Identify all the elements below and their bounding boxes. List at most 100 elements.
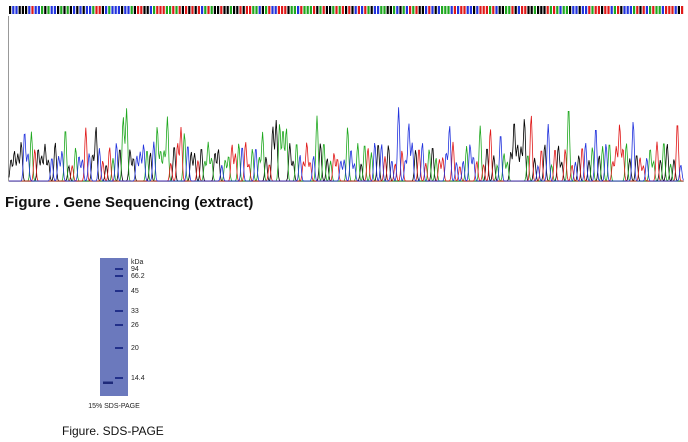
base-letter xyxy=(293,6,296,14)
base-letter xyxy=(325,6,328,14)
base-letter xyxy=(527,6,530,14)
base-letter xyxy=(425,6,428,14)
base-letter xyxy=(69,6,72,14)
base-letter xyxy=(300,6,303,14)
unit-label: kDa xyxy=(131,259,144,266)
base-letter xyxy=(149,6,152,14)
base-letter xyxy=(457,6,460,14)
base-letter xyxy=(469,6,472,14)
base-letter xyxy=(473,6,476,14)
base-letter xyxy=(25,6,28,14)
base-letter xyxy=(629,6,632,14)
base-letter xyxy=(223,6,226,14)
base-letter xyxy=(341,6,344,14)
base-letter xyxy=(21,6,24,14)
base-letter xyxy=(501,6,504,14)
base-letter xyxy=(418,6,421,14)
base-letter xyxy=(556,6,559,14)
base-letter xyxy=(373,6,376,14)
base-letter xyxy=(412,6,415,14)
base-letter xyxy=(47,6,50,14)
base-letter xyxy=(597,6,600,14)
base-letter xyxy=(229,6,232,14)
base-letter xyxy=(492,6,495,14)
base-letter xyxy=(92,6,95,14)
base-letter xyxy=(553,6,556,14)
base-letter xyxy=(322,6,325,14)
base-letter xyxy=(252,6,255,14)
base-letter xyxy=(105,6,108,14)
base-letter xyxy=(124,6,127,14)
base-letter xyxy=(482,6,485,14)
base-letter xyxy=(543,6,546,14)
base-letter xyxy=(345,6,348,14)
base-letter xyxy=(204,6,207,14)
base-letter xyxy=(671,6,674,14)
base-letter xyxy=(537,6,540,14)
base-letter xyxy=(466,6,469,14)
base-letter xyxy=(236,6,239,14)
base-letter xyxy=(297,6,300,14)
base-letter xyxy=(130,6,133,14)
base-letter xyxy=(441,6,444,14)
base-letter xyxy=(578,6,581,14)
base-letter xyxy=(636,6,639,14)
base-letter xyxy=(140,6,143,14)
base-letter xyxy=(287,6,290,14)
base-letter xyxy=(585,6,588,14)
base-letter xyxy=(623,6,626,14)
base-letter xyxy=(319,6,322,14)
base-letter xyxy=(383,6,386,14)
base-letter xyxy=(405,6,408,14)
base-letter xyxy=(274,6,277,14)
base-letter xyxy=(633,6,636,14)
base-letter xyxy=(121,6,124,14)
base-letter xyxy=(226,6,229,14)
base-letter xyxy=(450,6,453,14)
base-letter xyxy=(175,6,178,14)
base-letter xyxy=(505,6,508,14)
base-letter xyxy=(581,6,584,14)
base-letter xyxy=(607,6,610,14)
base-letter xyxy=(50,6,53,14)
base-letter xyxy=(15,6,18,14)
base-letter xyxy=(549,6,552,14)
base-letter xyxy=(239,6,242,14)
base-letter xyxy=(44,6,47,14)
base-letter xyxy=(428,6,431,14)
marker-label: 14.4 xyxy=(131,375,145,382)
base-letter xyxy=(271,6,274,14)
base-letter xyxy=(76,6,79,14)
base-letter xyxy=(453,6,456,14)
base-letter xyxy=(415,6,418,14)
base-letter xyxy=(655,6,658,14)
base-letter xyxy=(393,6,396,14)
base-letter xyxy=(284,6,287,14)
marker-band xyxy=(115,377,123,379)
base-letter xyxy=(53,6,56,14)
base-letter xyxy=(613,6,616,14)
marker-band xyxy=(115,324,123,326)
base-letter xyxy=(303,6,306,14)
base-letter xyxy=(335,6,338,14)
base-letter xyxy=(233,6,236,14)
base-letter xyxy=(185,6,188,14)
base-letter xyxy=(399,6,402,14)
marker-label: 20 xyxy=(131,345,139,352)
base-letter xyxy=(245,6,248,14)
base-letter xyxy=(281,6,284,14)
marker-band xyxy=(115,310,123,312)
base-letter xyxy=(402,6,405,14)
base-letter xyxy=(521,6,524,14)
base-letter xyxy=(421,6,424,14)
base-letter xyxy=(338,6,341,14)
base-letter xyxy=(588,6,591,14)
base-letter xyxy=(95,6,98,14)
base-letter xyxy=(249,6,252,14)
base-letter xyxy=(79,6,82,14)
trace xyxy=(9,107,684,182)
marker-band xyxy=(115,268,123,270)
base-letter xyxy=(143,6,146,14)
